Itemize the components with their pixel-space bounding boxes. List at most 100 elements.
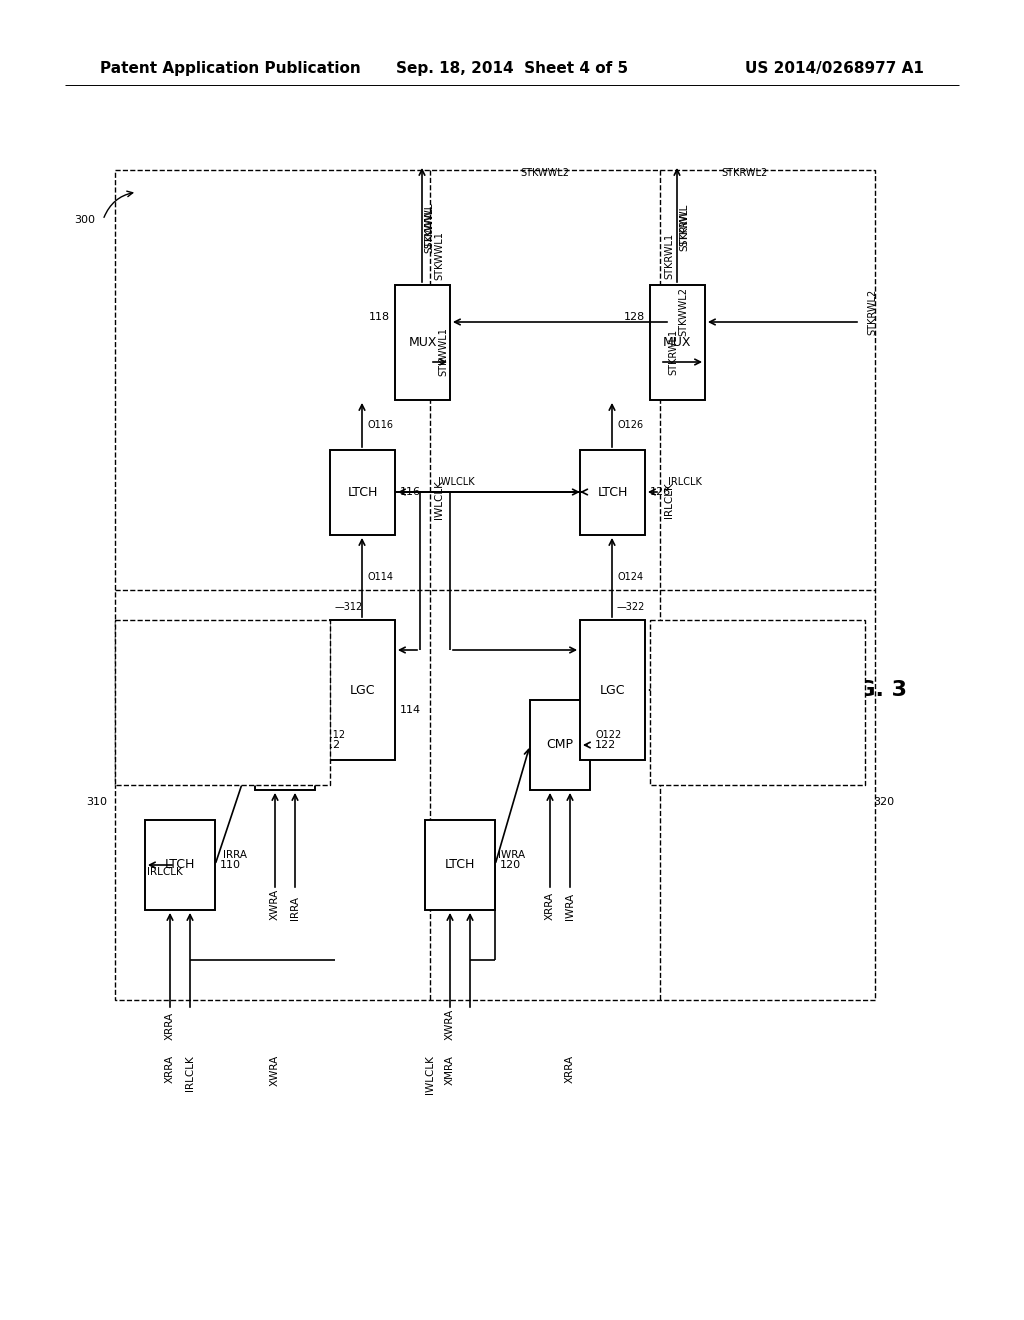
Text: IWLCLK: IWLCLK (434, 480, 444, 520)
Text: IWLCLK: IWLCLK (438, 477, 475, 487)
Text: H: H (698, 661, 706, 671)
Text: O122: O122 (668, 634, 692, 643)
Text: IRLCLK: IRLCLK (664, 482, 674, 517)
Text: O126: O126 (183, 634, 207, 643)
Text: IRLCLK: IRLCLK (147, 867, 183, 876)
Text: FIG. 3: FIG. 3 (834, 680, 906, 700)
Text: H: H (797, 661, 804, 671)
Text: 350: 350 (123, 714, 140, 722)
Text: 370: 370 (658, 714, 675, 722)
Text: H: H (738, 714, 745, 722)
Text: L: L (205, 739, 210, 748)
Bar (255, 700, 315, 789)
Text: STKRWL: STKRWL (679, 203, 689, 247)
Bar (115, 170, 874, 1001)
Text: MUX: MUX (409, 337, 437, 348)
Text: O116: O116 (718, 634, 742, 643)
Text: L: L (165, 739, 170, 748)
Text: O112: O112 (319, 730, 346, 741)
Text: XRRA: XRRA (545, 892, 555, 920)
Text: 122: 122 (595, 741, 616, 750)
Text: STKWWL: STKWWL (424, 202, 434, 248)
Bar (395, 285, 450, 400)
Text: Patent Application Publication: Patent Application Publication (100, 61, 360, 75)
Text: O114: O114 (243, 634, 267, 643)
Text: STKWWL1: STKWWL1 (438, 327, 449, 376)
Text: —322: —322 (616, 602, 645, 612)
Text: STKRWL1: STKRWL1 (668, 329, 678, 375)
Text: H: H (164, 688, 170, 697)
Bar (580, 620, 645, 760)
Text: LTCH: LTCH (597, 486, 628, 499)
Text: IRRA: IRRA (223, 850, 247, 861)
Bar (425, 820, 495, 909)
Text: US 2014/0268977 A1: US 2014/0268977 A1 (745, 61, 924, 75)
Text: L: L (262, 714, 267, 722)
Text: 360: 360 (658, 661, 675, 671)
Text: STKWWL2: STKWWL2 (678, 288, 688, 337)
Text: H: H (204, 714, 210, 722)
Text: H: H (698, 688, 706, 697)
Text: STKRWL1: STKRWL1 (664, 232, 674, 279)
Text: XRRA: XRRA (165, 1055, 175, 1084)
Text: 124: 124 (650, 705, 672, 715)
Text: 114: 114 (400, 705, 421, 715)
Text: IWRA: IWRA (499, 850, 525, 861)
Text: H: H (261, 661, 268, 671)
Text: L: L (798, 714, 803, 722)
Text: L: L (205, 688, 210, 697)
Text: O122: O122 (595, 730, 622, 741)
Text: XRRA: XRRA (165, 1012, 175, 1040)
Text: 116: 116 (400, 487, 421, 498)
Text: 340: 340 (123, 661, 140, 671)
Text: O124: O124 (778, 634, 802, 643)
Bar (650, 620, 865, 785)
Text: L: L (165, 714, 170, 722)
Text: IRLCLK: IRLCLK (185, 1055, 195, 1090)
Text: MUX: MUX (664, 337, 692, 348)
Bar (580, 450, 645, 535)
Text: STKRWL2: STKRWL2 (867, 289, 877, 335)
Bar (145, 820, 215, 909)
Text: L: L (699, 714, 705, 722)
Text: O116: O116 (367, 420, 393, 430)
Text: 118: 118 (369, 312, 390, 322)
Text: XRRA: XRRA (565, 1055, 575, 1084)
Text: O124: O124 (617, 572, 643, 582)
Text: LTCH: LTCH (444, 858, 475, 871)
Text: STKWWL2: STKWWL2 (520, 168, 569, 178)
Text: 345: 345 (123, 688, 140, 697)
Text: 128: 128 (624, 312, 645, 322)
Text: 300: 300 (75, 215, 95, 224)
Bar (530, 700, 590, 789)
Text: 120: 120 (500, 861, 521, 870)
Text: L: L (262, 739, 267, 748)
Text: IRLCLK: IRLCLK (668, 477, 701, 487)
Bar (330, 620, 395, 760)
Text: XWRA: XWRA (445, 1008, 455, 1040)
Text: H: H (738, 661, 745, 671)
Text: H: H (164, 661, 170, 671)
Text: O112: O112 (133, 634, 157, 643)
Text: H: H (204, 661, 210, 671)
Text: —312: —312 (335, 602, 364, 612)
Text: IWLCLK: IWLCLK (425, 1055, 435, 1094)
Text: 320: 320 (873, 797, 894, 807)
Text: STKWWL1: STKWWL1 (434, 231, 444, 280)
Text: Sep. 18, 2014  Sheet 4 of 5: Sep. 18, 2014 Sheet 4 of 5 (396, 61, 628, 75)
Text: CMP: CMP (271, 738, 299, 751)
Text: XWRA: XWRA (270, 1055, 280, 1086)
Text: IWRA: IWRA (565, 892, 575, 920)
Text: LTCH: LTCH (347, 486, 378, 499)
Text: L: L (699, 739, 705, 748)
Text: L: L (798, 739, 803, 748)
Text: 112: 112 (319, 741, 341, 750)
Text: 355: 355 (123, 739, 140, 748)
Text: 126: 126 (650, 487, 671, 498)
Text: LTCH: LTCH (165, 858, 196, 871)
Text: 375: 375 (658, 739, 675, 748)
Bar (115, 620, 330, 785)
Text: STKRWL: STKRWL (679, 209, 689, 251)
Text: L: L (262, 688, 267, 697)
Text: XWRA: XWRA (270, 888, 280, 920)
